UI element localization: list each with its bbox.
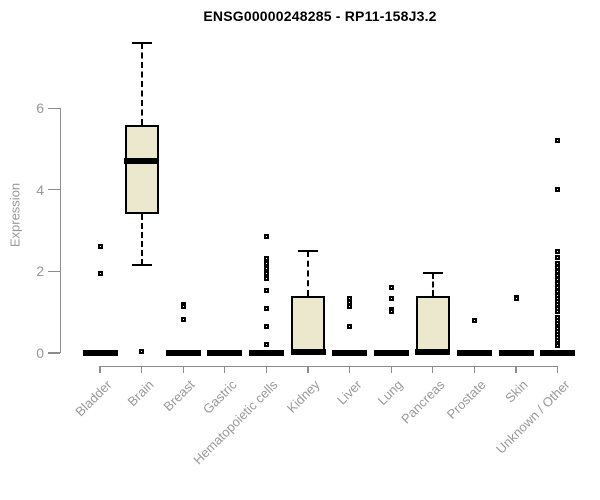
median-line — [165, 350, 201, 356]
outlier-point — [263, 256, 269, 262]
median-line — [207, 350, 243, 356]
outlier-point — [555, 285, 561, 291]
x-tick-label: Lung — [374, 377, 406, 409]
x-tick-label: Bladder — [72, 377, 115, 420]
x-tick-label: Gastric — [199, 377, 240, 417]
x-axis-tick — [349, 366, 351, 373]
chart-title: ENSG00000248285 - RP11-158J3.2 — [203, 8, 437, 24]
upper-whisker-cap — [298, 250, 318, 252]
median-line — [82, 350, 118, 356]
outlier-point — [263, 266, 269, 272]
y-axis-tick — [48, 270, 60, 273]
median-line — [373, 350, 409, 356]
median-line — [124, 158, 160, 165]
upper-whisker — [431, 273, 434, 296]
outlier-point — [471, 317, 477, 323]
outlier-point — [513, 296, 519, 302]
y-tick-label: 0 — [36, 345, 44, 361]
box — [124, 124, 159, 215]
upper-whisker — [307, 251, 309, 296]
x-axis-tick — [515, 366, 517, 373]
upper-whisker-cap — [422, 272, 443, 275]
x-tick-label: Unknown / Other — [492, 377, 573, 457]
outlier-point — [555, 260, 561, 266]
outlier-point — [388, 296, 394, 302]
x-axis-tick — [557, 366, 559, 373]
x-axis-tick — [141, 366, 143, 373]
outlier-point — [388, 285, 394, 291]
median-line — [498, 350, 534, 356]
outlier-point — [555, 187, 561, 193]
outlier-point — [347, 300, 353, 306]
x-tick-label: Pancreas — [397, 377, 448, 427]
outlier-point — [347, 304, 353, 310]
outlier-point — [555, 248, 561, 254]
outlier-point — [139, 349, 145, 355]
outlier-point — [263, 306, 269, 312]
outlier-point — [555, 138, 561, 144]
y-tick-label: 2 — [36, 263, 44, 280]
y-axis-tick — [48, 352, 60, 354]
outlier-point — [555, 268, 561, 274]
median-line — [290, 348, 326, 355]
median-line — [540, 350, 576, 356]
outlier-point — [263, 234, 269, 240]
outlier-point — [347, 296, 353, 302]
x-axis-tick — [432, 366, 434, 373]
x-axis-tick — [99, 366, 101, 373]
lower-whisker — [140, 214, 143, 266]
x-axis-tick — [473, 366, 476, 373]
lower-whisker-cap — [131, 264, 152, 267]
outlier-point — [263, 324, 269, 330]
outlier-point — [97, 244, 103, 250]
median-line — [248, 350, 284, 356]
y-axis-tick — [48, 189, 60, 191]
x-tick-label: Breast — [160, 377, 198, 415]
outlier-point — [263, 271, 269, 277]
outlier-point — [97, 270, 103, 276]
y-axis-tick — [48, 107, 60, 109]
box — [291, 295, 325, 353]
x-axis-tick — [390, 366, 392, 373]
x-tick-label: Prostate — [444, 377, 489, 422]
outlier-point — [555, 308, 561, 314]
outlier-point — [263, 276, 269, 282]
outlier-point — [180, 317, 186, 323]
outlier-point — [555, 272, 561, 278]
y-tick-label: 6 — [36, 100, 44, 117]
y-axis-line — [60, 108, 62, 353]
median-line — [456, 350, 492, 356]
outlier-point — [555, 277, 561, 283]
median-line — [332, 350, 368, 356]
x-tick-label: Liver — [333, 377, 365, 408]
upper-whisker — [140, 42, 143, 125]
outlier-point — [347, 323, 353, 329]
box — [415, 295, 450, 353]
outlier-point — [180, 304, 186, 310]
outlier-point — [263, 342, 269, 348]
x-axis-tick — [265, 366, 268, 373]
median-line — [415, 348, 451, 355]
outlier-point — [555, 254, 561, 260]
x-axis-tick — [224, 366, 226, 373]
x-axis-tick — [307, 366, 309, 373]
x-tick-label: Brain — [124, 377, 157, 410]
outlier-point — [263, 261, 269, 267]
upper-whisker-cap — [131, 41, 152, 44]
y-tick-label: 4 — [36, 181, 44, 198]
x-axis-line — [100, 366, 558, 368]
x-tick-label: Kidney — [283, 377, 323, 416]
x-axis-tick — [182, 366, 184, 373]
outlier-point — [263, 288, 269, 294]
x-tick-label: Skin — [502, 377, 531, 406]
outlier-point — [555, 343, 561, 349]
outlier-point — [555, 281, 561, 287]
outlier-point — [555, 264, 561, 270]
outlier-point — [388, 308, 394, 314]
